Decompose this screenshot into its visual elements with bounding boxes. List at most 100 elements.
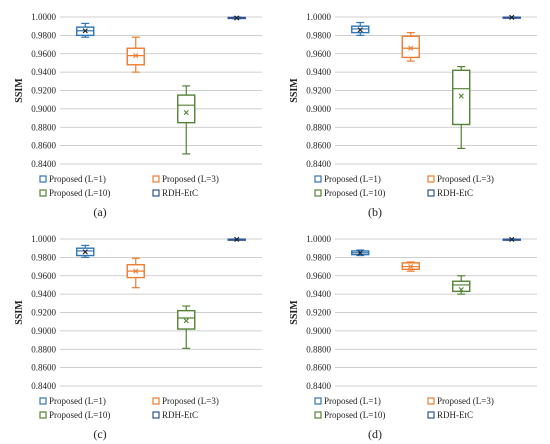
legend-swatch xyxy=(427,397,435,405)
mean-marker xyxy=(408,263,414,270)
panel-caption: (d) xyxy=(368,427,382,441)
iqr-box xyxy=(177,94,196,124)
iqr-box xyxy=(126,47,145,66)
y-axis-label: SSIM xyxy=(14,78,25,103)
mean-marker xyxy=(509,236,515,242)
legend-label: Proposed (L=10) xyxy=(324,410,385,420)
box-4 xyxy=(227,236,246,242)
y-tick-label: 0.8400 xyxy=(31,159,56,169)
panel-caption: (b) xyxy=(368,205,382,219)
mean-marker xyxy=(458,93,464,99)
y-axis-label: SSIM xyxy=(289,300,300,325)
y-tick-label: 0.8600 xyxy=(31,363,56,373)
legend-swatch xyxy=(152,411,160,419)
legend-label: Proposed (L=3) xyxy=(162,174,219,184)
y-tick-label: 1.0000 xyxy=(31,12,56,22)
y-tick-label: 0.9800 xyxy=(31,30,56,40)
y-tick-label: 0.9200 xyxy=(306,308,331,318)
y-axis-label: SSIM xyxy=(289,78,300,103)
mean-marker xyxy=(408,45,414,51)
y-tick-label: 0.9400 xyxy=(31,289,56,299)
iqr-box xyxy=(401,35,420,59)
y-tick-label: 0.9400 xyxy=(306,67,331,77)
legend-label: RDH-EtC xyxy=(162,410,198,420)
box-3 xyxy=(177,305,196,349)
legend-label: Proposed (L=1) xyxy=(49,174,106,184)
panel-caption: (c) xyxy=(93,427,106,441)
y-tick-label: 0.8400 xyxy=(306,159,331,169)
box-1 xyxy=(351,249,370,257)
legend-label: RDH-EtC xyxy=(162,188,198,198)
legend-swatch xyxy=(152,175,160,183)
box-3 xyxy=(452,275,471,295)
mean-marker xyxy=(82,249,88,255)
y-tick-label: 0.8600 xyxy=(31,141,56,151)
box-2 xyxy=(401,261,420,272)
iqr-box xyxy=(452,69,471,126)
y-tick-label: 1.0000 xyxy=(31,234,56,244)
box-4 xyxy=(502,236,521,242)
y-tick-label: 0.9600 xyxy=(306,49,331,59)
box-1 xyxy=(76,22,95,38)
chart-panel-a: 0.8400 0.8600 0.8800 0.9000 0.9200 0.9400 0.96… xyxy=(0,0,275,222)
legend-label: RDH-EtC xyxy=(437,188,473,198)
legend-swatch xyxy=(152,189,160,197)
box-4 xyxy=(502,14,521,20)
y-tick-label: 0.9000 xyxy=(306,326,331,336)
iqr-box xyxy=(177,309,196,330)
box-2 xyxy=(401,32,420,62)
mean-marker xyxy=(458,286,464,293)
chart-svg: 0.8400 0.8600 0.8800 0.9000 0.9200 0.9400 0.96… xyxy=(14,12,262,219)
legend-swatch xyxy=(39,397,47,405)
legend-label: Proposed (L=10) xyxy=(49,410,110,420)
box-1 xyxy=(351,21,370,36)
y-tick-label: 0.9200 xyxy=(306,86,331,96)
legend-label: RDH-EtC xyxy=(437,410,473,420)
y-tick-label: 0.9800 xyxy=(306,30,331,40)
legend-label: Proposed (L=1) xyxy=(49,396,106,406)
box-3 xyxy=(452,66,471,149)
y-tick-label: 0.9200 xyxy=(31,308,56,318)
legend-swatch xyxy=(427,411,435,419)
y-tick-label: 0.9800 xyxy=(31,252,56,262)
iqr-box xyxy=(452,280,471,293)
box-4 xyxy=(227,15,246,21)
legend-label: Proposed (L=10) xyxy=(49,188,110,198)
chart-panel-d: 0.8400 0.8600 0.8800 0.9000 0.9200 0.9400 0.96… xyxy=(275,222,550,444)
mean-marker xyxy=(357,27,363,33)
y-tick-label: 0.8800 xyxy=(306,122,331,132)
legend-swatch xyxy=(314,175,322,183)
mean-marker xyxy=(183,318,189,324)
chart-panel-b: 0.8400 0.8600 0.8800 0.9000 0.9200 0.9400 0.96… xyxy=(275,0,550,222)
panel-caption: (a) xyxy=(93,205,106,219)
mean-marker xyxy=(133,268,139,274)
legend-swatch xyxy=(314,411,322,419)
y-tick-label: 1.0000 xyxy=(306,234,331,244)
mean-marker xyxy=(133,52,139,59)
box-1 xyxy=(76,244,95,258)
y-tick-label: 0.9200 xyxy=(31,86,56,96)
mean-marker xyxy=(82,28,88,34)
legend-swatch xyxy=(152,397,160,405)
y-tick-label: 0.9400 xyxy=(306,289,331,299)
y-tick-label: 0.9600 xyxy=(31,49,56,59)
y-tick-label: 0.8800 xyxy=(306,344,331,354)
legend-swatch xyxy=(314,189,322,197)
y-tick-label: 0.8600 xyxy=(306,363,331,373)
legend-label: Proposed (L=3) xyxy=(162,396,219,406)
legend-label: Proposed (L=1) xyxy=(324,396,381,406)
y-tick-label: 0.8800 xyxy=(31,122,56,132)
chart-svg: 0.8400 0.8600 0.8800 0.9000 0.9200 0.9400 0.96… xyxy=(289,234,537,441)
legend-swatch xyxy=(314,397,322,405)
legend-swatch xyxy=(39,189,47,197)
mean-marker xyxy=(509,14,515,20)
chart-panel-c: 0.8400 0.8600 0.8800 0.9000 0.9200 0.9400 0.96… xyxy=(0,222,275,444)
mean-marker xyxy=(234,236,240,242)
legend-swatch xyxy=(39,175,47,183)
legend-label: Proposed (L=3) xyxy=(437,174,494,184)
box-2 xyxy=(126,36,145,73)
y-axis-label: SSIM xyxy=(14,300,25,325)
mean-marker xyxy=(357,250,363,256)
y-tick-label: 0.9800 xyxy=(306,252,331,262)
y-tick-label: 0.9600 xyxy=(31,271,56,281)
